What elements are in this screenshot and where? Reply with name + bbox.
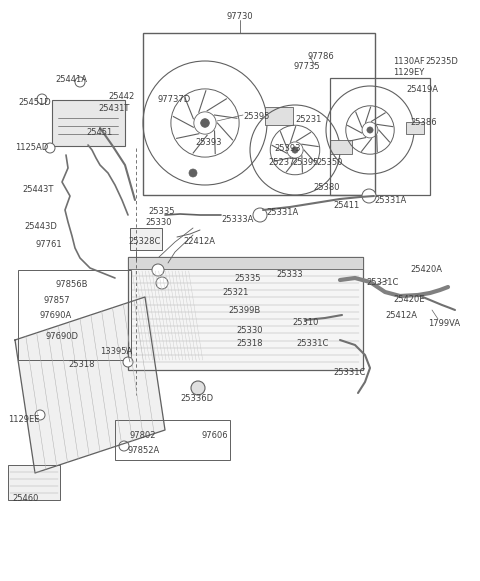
Text: 1130AF: 1130AF: [393, 57, 425, 66]
Text: 25393: 25393: [274, 144, 300, 153]
Circle shape: [156, 277, 168, 289]
Text: 25321: 25321: [222, 288, 248, 297]
Text: 25330: 25330: [236, 326, 263, 335]
Bar: [330, 140, 352, 154]
Bar: [330, 78, 430, 195]
Bar: [52, 100, 125, 146]
Text: 97786: 97786: [307, 52, 334, 61]
Text: 1799VA: 1799VA: [428, 319, 460, 328]
Text: 25443T: 25443T: [22, 185, 53, 194]
Circle shape: [362, 189, 376, 203]
Text: 25336D: 25336D: [180, 394, 213, 403]
Circle shape: [37, 94, 47, 104]
Bar: [406, 122, 424, 134]
Text: 25431T: 25431T: [98, 104, 130, 113]
Text: 25451: 25451: [86, 128, 112, 137]
Circle shape: [191, 381, 205, 395]
Text: 25350: 25350: [316, 158, 342, 167]
Bar: [128, 257, 363, 370]
Text: 97737D: 97737D: [158, 95, 191, 104]
Text: 25328C: 25328C: [128, 237, 160, 246]
Text: 25231: 25231: [295, 115, 322, 124]
Text: 22412A: 22412A: [183, 237, 215, 246]
Text: 97690D: 97690D: [46, 332, 79, 341]
Text: 25441A: 25441A: [55, 75, 87, 84]
Circle shape: [75, 77, 85, 87]
Text: 25399B: 25399B: [228, 306, 260, 315]
Text: 25420E: 25420E: [393, 295, 424, 304]
Circle shape: [201, 119, 209, 127]
Bar: [128, 257, 363, 269]
Circle shape: [45, 143, 55, 153]
Text: 25318: 25318: [236, 339, 263, 348]
Text: 1129EE: 1129EE: [8, 415, 39, 424]
Circle shape: [367, 127, 373, 133]
Text: 97761: 97761: [36, 240, 62, 249]
Circle shape: [189, 169, 197, 177]
Text: 97606: 97606: [202, 431, 228, 440]
Text: 1125AD: 1125AD: [15, 143, 48, 152]
Text: 97857: 97857: [44, 296, 71, 305]
Text: 25331C: 25331C: [366, 278, 398, 287]
Circle shape: [123, 357, 133, 367]
Bar: [18, 270, 131, 360]
Bar: [8, 465, 60, 500]
Text: 25333: 25333: [276, 270, 302, 279]
Text: 97735: 97735: [293, 62, 320, 71]
Text: 25310: 25310: [292, 318, 318, 327]
Text: 97856B: 97856B: [56, 280, 88, 289]
Text: 25237: 25237: [268, 158, 295, 167]
Text: 25330: 25330: [145, 218, 171, 227]
Text: 25335: 25335: [234, 274, 261, 283]
Circle shape: [253, 208, 267, 222]
Text: 25419A: 25419A: [406, 85, 438, 94]
Text: 25411: 25411: [333, 201, 359, 210]
Text: 25395: 25395: [292, 158, 318, 167]
Text: 25333A: 25333A: [221, 215, 253, 224]
Circle shape: [35, 410, 45, 420]
Text: 25331A: 25331A: [266, 208, 298, 217]
Text: 25331A: 25331A: [374, 196, 406, 205]
Text: 97852A: 97852A: [128, 446, 160, 455]
Circle shape: [152, 264, 164, 276]
Text: 25420A: 25420A: [410, 265, 442, 274]
Text: 25318: 25318: [68, 360, 95, 369]
Text: 25442: 25442: [108, 92, 134, 101]
Text: 25443D: 25443D: [24, 222, 57, 231]
Text: 97802: 97802: [130, 431, 156, 440]
Bar: [115, 420, 230, 460]
Text: 25451D: 25451D: [18, 98, 51, 107]
Text: 13395A: 13395A: [100, 347, 132, 356]
Bar: [265, 107, 293, 125]
Text: 25386: 25386: [410, 118, 437, 127]
Text: 1129EY: 1129EY: [393, 68, 424, 77]
Text: 25460: 25460: [12, 494, 38, 503]
Text: 25395: 25395: [243, 112, 269, 121]
Text: 25380: 25380: [313, 183, 339, 192]
Circle shape: [119, 441, 129, 451]
Text: 25412A: 25412A: [385, 311, 417, 320]
Text: 25235D: 25235D: [425, 57, 458, 66]
Text: 97690A: 97690A: [40, 311, 72, 320]
Text: 25331C: 25331C: [296, 339, 328, 348]
Text: 97730: 97730: [227, 12, 253, 21]
Text: 25335: 25335: [148, 207, 175, 216]
Polygon shape: [15, 297, 165, 473]
Circle shape: [292, 147, 298, 153]
Text: 25393: 25393: [195, 138, 221, 147]
Bar: [143, 33, 375, 195]
Bar: [130, 228, 162, 250]
Text: 25331C: 25331C: [333, 368, 365, 377]
